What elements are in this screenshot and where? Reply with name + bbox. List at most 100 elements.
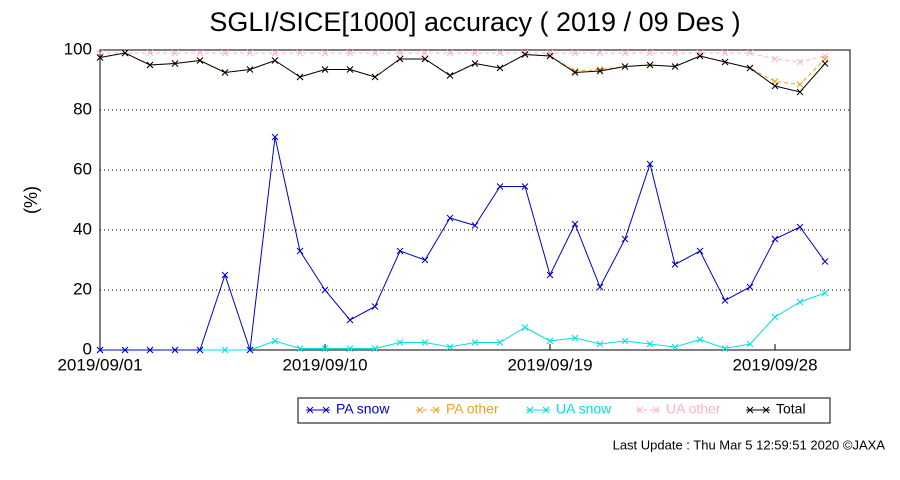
point	[296, 247, 304, 255]
point	[196, 49, 204, 57]
point	[621, 337, 629, 345]
point	[421, 49, 429, 57]
point	[371, 345, 379, 352]
point	[546, 52, 554, 60]
point	[321, 66, 329, 73]
footer: Last Update : Thu Mar 5 12:59:51 2020 ©J…	[613, 437, 886, 452]
point	[546, 49, 554, 57]
point	[96, 346, 104, 354]
point	[821, 258, 829, 265]
point	[521, 183, 529, 190]
point	[746, 283, 754, 291]
point	[671, 343, 679, 351]
point	[346, 49, 354, 57]
point	[471, 60, 479, 67]
point	[346, 66, 354, 73]
point	[796, 298, 804, 306]
point	[796, 58, 804, 66]
x-tick-label: 2019/09/28	[732, 355, 817, 374]
point	[421, 339, 429, 346]
x-tick-label: 2019/09/10	[282, 355, 367, 374]
point	[296, 49, 304, 57]
point	[646, 61, 654, 69]
point	[196, 346, 204, 354]
point	[796, 88, 804, 96]
legend-label: UA snow	[556, 401, 612, 417]
point	[571, 334, 579, 342]
point	[496, 183, 504, 190]
point	[621, 235, 629, 243]
point	[796, 223, 804, 231]
legend-marker	[636, 406, 644, 414]
point	[696, 247, 704, 255]
legend-marker	[306, 406, 314, 414]
point	[271, 57, 279, 64]
point	[271, 133, 279, 141]
point	[171, 49, 179, 57]
point	[496, 64, 504, 72]
series-line	[100, 136, 826, 351]
point	[396, 247, 404, 255]
point	[771, 55, 779, 63]
legend-marker	[432, 406, 440, 414]
point	[671, 63, 679, 70]
y-tick-label: 0	[83, 339, 92, 358]
point	[696, 336, 704, 343]
point	[446, 72, 454, 79]
series-line	[99, 52, 826, 93]
point	[771, 82, 779, 90]
series-line	[100, 292, 826, 351]
point	[246, 346, 254, 354]
point	[596, 340, 604, 348]
legend-label: Total	[776, 401, 806, 417]
point	[321, 49, 329, 57]
point	[121, 49, 129, 57]
point	[571, 67, 579, 75]
x-tick-label: 2019/09/01	[57, 355, 142, 374]
point	[596, 283, 604, 291]
legend-marker	[542, 406, 550, 414]
point	[471, 339, 479, 346]
point	[521, 324, 529, 331]
y-tick-label: 60	[73, 159, 92, 178]
point	[671, 49, 679, 57]
point	[371, 73, 379, 81]
point	[396, 49, 404, 57]
point	[246, 49, 254, 57]
y-tick-label: 20	[73, 279, 92, 298]
y-tick-label: 40	[73, 219, 92, 238]
point	[621, 63, 629, 70]
point	[721, 58, 729, 66]
legend-label: PA snow	[336, 401, 390, 417]
chart-title: SGLI/SICE[1000] accuracy ( 2019 / 09 Des…	[209, 7, 740, 37]
point	[471, 49, 479, 57]
point	[221, 346, 229, 354]
point	[196, 57, 204, 64]
point	[546, 337, 554, 345]
legend-marker	[652, 406, 660, 414]
point	[271, 337, 279, 345]
point	[746, 340, 754, 348]
y-tick-label: 100	[64, 39, 92, 58]
point	[346, 345, 354, 352]
point	[421, 55, 429, 63]
point	[646, 160, 654, 168]
point	[721, 297, 729, 304]
point	[821, 60, 829, 67]
point	[596, 67, 604, 75]
point	[171, 60, 179, 67]
point	[596, 49, 604, 57]
point	[221, 271, 229, 279]
point	[746, 64, 754, 72]
point	[446, 343, 454, 351]
point	[246, 66, 254, 73]
point	[121, 346, 129, 354]
legend-label: UA other	[666, 401, 721, 417]
point	[371, 303, 379, 310]
point	[421, 256, 429, 264]
point	[771, 313, 779, 321]
legend-marker	[322, 406, 330, 414]
point	[546, 271, 554, 279]
point	[446, 214, 454, 222]
